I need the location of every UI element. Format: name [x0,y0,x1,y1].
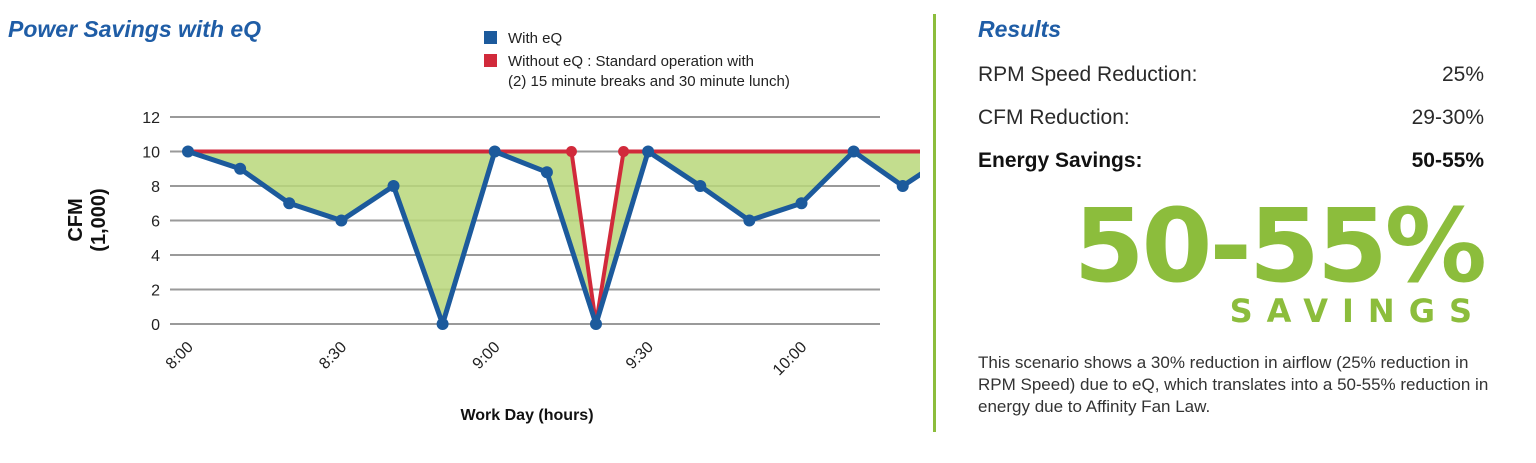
point-with-eq [589,318,602,330]
point-with-eq [488,145,501,158]
x-tick-label: 10:00 [770,339,810,379]
y-tick-label: 8 [151,179,160,196]
grid-lines [170,116,880,325]
point-with-eq [743,214,756,227]
scenario-description: This scenario shows a 30% reduction in a… [978,353,1489,416]
x-tick-label: 8:00 [163,339,197,373]
y-tick-label: 6 [151,214,160,231]
y-tick-label: 0 [151,317,160,334]
result-label: Energy Savings: [978,149,1143,172]
point-with-eq [694,180,707,192]
section-divider [933,14,936,432]
result-row-rpm: RPM Speed Reduction: 25% [978,63,1484,87]
result-value: 29-30% [1411,106,1484,129]
series-line-with-eq [187,149,920,327]
y-tick-label: 2 [151,283,160,300]
big-savings-percent: 50-55% [1073,187,1487,306]
legend-label-without-eq-line2: (2) 15 minute breaks and 30 minute lunch… [508,73,790,90]
result-label: CFM Reduction: [978,106,1130,129]
legend-label-without-eq-line1: Without eQ : Standard operation with [508,53,754,70]
point-without-eq [565,146,577,157]
y-tick-label: 12 [142,110,160,127]
result-value: 50-55% [1411,149,1484,172]
y-tick-label: 4 [151,248,160,265]
legend-label-with-eq: With eQ [508,30,562,47]
chart-title: Power Savings with eQ [8,16,262,42]
point-with-eq [335,214,348,227]
result-value: 25% [1441,63,1484,86]
y-tick-label: 10 [142,145,160,162]
x-tick-label: 9:30 [623,339,657,373]
point-with-eq [642,145,655,158]
result-row-energy: Energy Savings: 50-55% [978,149,1484,173]
point-with-eq [182,145,194,158]
legend-swatch-without-eq [484,54,497,67]
savings-area [188,151,920,324]
point-with-eq [283,197,296,210]
point-with-eq [896,180,909,192]
y-axis-unit: (1,000) [88,188,110,251]
point-with-eq [795,197,808,210]
cfm-line-chart: 0246810128:008:309:009:3010:0010:3011:00… [65,30,920,424]
legend-swatch-with-eq [484,31,497,44]
point-with-eq [540,166,553,179]
x-tick-label: 8:30 [316,339,350,373]
result-label: RPM Speed Reduction: [978,63,1198,86]
legend: With eQ Without eQ : Standard operation … [484,30,790,90]
point-without-eq [618,146,630,157]
series-lines [182,145,920,330]
x-axis-label: Work Day (hours) [460,407,593,424]
savings-caption: SAVINGS [1229,292,1486,330]
results-title: Results [978,16,1062,42]
point-with-eq [387,180,400,192]
point-with-eq [847,145,860,158]
x-tick-label: 9:00 [470,339,504,373]
point-with-eq [436,318,449,330]
y-axis-label: CFM [65,198,87,241]
result-row-cfm: CFM Reduction: 29-30% [978,106,1484,130]
series-line-without-eq [188,149,920,326]
point-with-eq [234,162,247,175]
savings-fill-area [188,151,920,324]
